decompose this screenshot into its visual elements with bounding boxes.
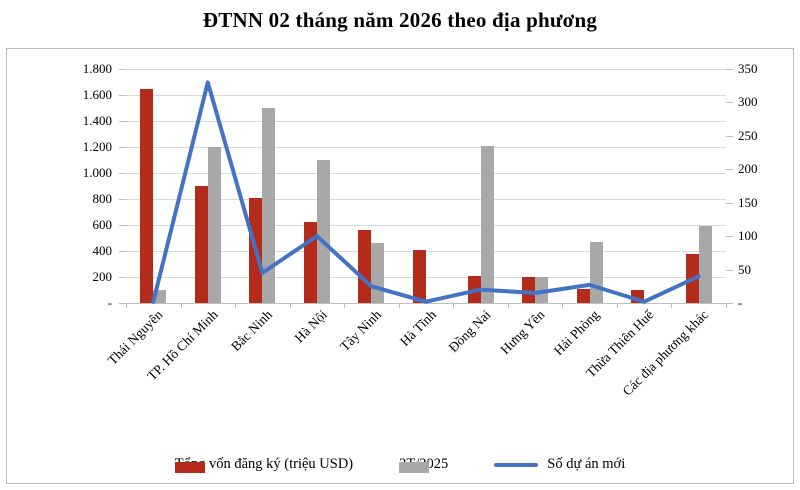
right-axis-tick — [726, 269, 733, 271]
left-axis-tick — [119, 277, 126, 278]
left-axis-tick — [119, 121, 126, 122]
left-axis-tick-label: 1.000 — [82, 165, 112, 180]
bar-registered-capital — [576, 288, 590, 303]
left-axis-tick-label: 1.800 — [82, 61, 112, 76]
gridline — [126, 199, 726, 200]
gridline — [126, 147, 726, 148]
x-axis-tick — [126, 303, 127, 308]
right-axis-tick-label: 350 — [738, 61, 758, 76]
x-axis-tick — [344, 303, 346, 308]
x-axis-tick — [726, 303, 727, 308]
right-axis-tick-label: 200 — [738, 161, 758, 177]
bar-registered-capital — [194, 186, 208, 303]
x-axis-category-label: Hải Phòng — [551, 307, 603, 359]
chart-title: ĐTNN 02 tháng năm 2026 theo địa phương — [202, 8, 598, 32]
right-axis-tick-label: - — [738, 295, 743, 310]
left-axis-tick — [119, 147, 126, 148]
x-axis-category-label: Tây Ninh — [337, 307, 385, 354]
right-axis-tick-label: 300 — [738, 94, 758, 110]
new-projects-line — [151, 80, 701, 304]
x-axis-category-label: Hưng Yên — [497, 307, 548, 358]
gridline — [126, 277, 726, 278]
legend-item: Số dự án mới — [494, 456, 625, 473]
left-axis-tick-label: 600 — [92, 217, 113, 232]
x-axis-tick — [616, 303, 618, 308]
x-axis-tick — [562, 303, 564, 308]
x-axis-tick — [507, 303, 509, 308]
x-axis-category-label: Bắc Ninh — [228, 307, 275, 354]
legend: Tổng vốn đăng ký (triệu USD) 2T/2025 Số dự… — [7, 456, 793, 473]
gridline — [126, 173, 726, 174]
gridline — [126, 225, 726, 226]
left-axis-tick-label: 800 — [92, 191, 113, 206]
bar-prev-period — [207, 147, 221, 303]
legend-line-swatch — [494, 462, 539, 467]
x-axis-category-label: Hà Tĩnh — [396, 307, 439, 349]
x-axis-tick — [235, 303, 237, 308]
x-axis-category-label: Đồng Nai — [445, 307, 494, 355]
left-axis-tick-label: - — [107, 295, 112, 310]
right-axis-tick — [726, 236, 733, 238]
right-axis-tick — [726, 303, 733, 304]
bar-prev-period — [262, 108, 276, 303]
legend-item: 2T/2025 — [399, 456, 448, 473]
right-axis-tick-label: 50 — [738, 261, 751, 277]
legend-bar-swatch — [174, 462, 205, 473]
legend-bar-swatch — [399, 462, 430, 473]
right-axis-tick-label: 250 — [738, 127, 758, 143]
right-axis-tick-label: 150 — [738, 194, 758, 210]
plot-area — [126, 69, 726, 304]
bar-registered-capital — [140, 88, 154, 303]
gridline — [126, 121, 726, 122]
bar-prev-period — [480, 145, 494, 303]
right-axis-tick — [726, 169, 733, 171]
x-axis-category-label: Hà Nội — [291, 307, 330, 346]
left-axis-tick-label: 400 — [92, 243, 113, 258]
bar-prev-period — [698, 226, 712, 303]
x-axis-tick — [398, 303, 400, 308]
right-axis-tick — [726, 102, 733, 104]
bar-registered-capital — [522, 277, 536, 303]
left-axis-tick — [119, 225, 126, 226]
gridline — [126, 251, 726, 252]
bar-registered-capital — [413, 249, 426, 303]
gridline — [126, 95, 726, 96]
bar-prev-period — [535, 277, 549, 303]
x-axis-tick — [289, 303, 291, 308]
legend-item: Tổng vốn đăng ký (triệu USD) — [174, 456, 354, 473]
left-axis-tick-label: 200 — [92, 269, 113, 284]
x-axis-tick — [671, 303, 673, 308]
right-axis-tick — [726, 202, 733, 204]
right-axis-tick-label: 100 — [738, 228, 758, 244]
left-axis-tick-label: 1.400 — [82, 113, 112, 128]
left-axis-tick — [119, 199, 126, 200]
x-axis-tick — [180, 303, 182, 308]
left-axis-tick-label: 1.600 — [82, 87, 112, 102]
left-axis-tick — [119, 69, 126, 70]
bar-prev-period — [316, 160, 330, 303]
left-axis-tick — [119, 95, 126, 96]
x-axis-tick — [453, 303, 455, 308]
left-axis-tick — [119, 173, 126, 174]
left-axis-tick — [119, 251, 126, 252]
chart-frame: 1.800 1.600 1.400 1.200 1.000 800 600 400 200 - 3… — [6, 48, 794, 484]
legend-label: Tổng vốn đăng ký (triệu USD) — [174, 456, 354, 472]
gridline — [126, 69, 726, 70]
left-axis-tick-label: 1.200 — [82, 139, 112, 154]
left-axis-tick — [119, 303, 126, 304]
right-axis-tick — [726, 135, 733, 137]
right-axis-tick — [726, 69, 733, 70]
legend-label: Số dự án mới — [547, 456, 626, 472]
